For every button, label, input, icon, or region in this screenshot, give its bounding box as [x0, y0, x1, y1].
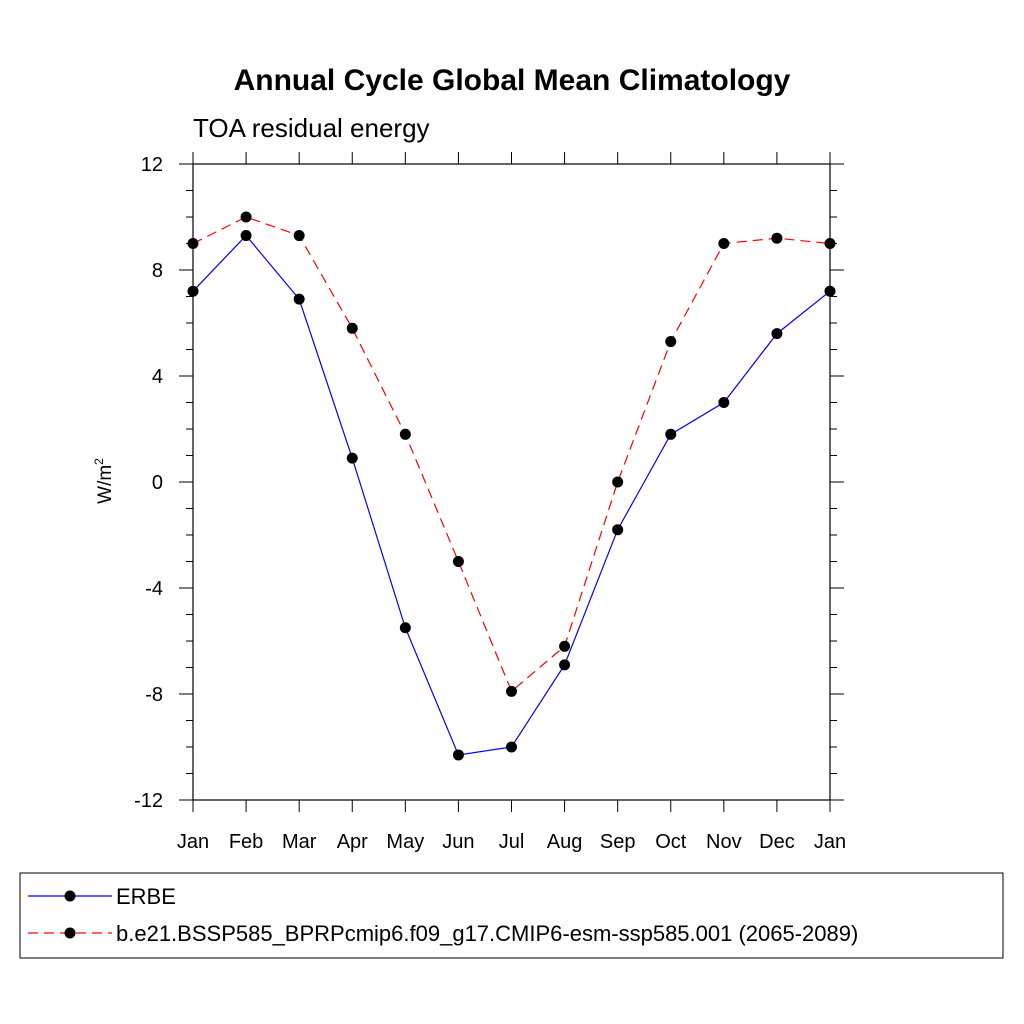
- data-point: [346, 322, 358, 334]
- data-point: [506, 685, 517, 697]
- chart-subtitle: TOA residual energy: [193, 113, 430, 143]
- svg-text:W/m2: W/m2: [92, 458, 116, 504]
- x-tick-label: Oct: [655, 831, 687, 853]
- legend-label: ERBE: [116, 884, 176, 909]
- chart-title: Annual Cycle Global Mean Climatology: [234, 64, 791, 97]
- y-tick-label: 0: [152, 472, 163, 494]
- y-tick-label: -12: [134, 790, 163, 812]
- data-point: [346, 452, 358, 464]
- legend-box: [19, 872, 1004, 959]
- y-axis-label-text: W/m: [95, 465, 116, 504]
- x-tick-label: Dec: [759, 831, 795, 853]
- x-tick-label: May: [386, 831, 424, 853]
- x-tick-label: Sep: [600, 831, 636, 853]
- x-tick-label: Mar: [282, 831, 317, 853]
- legend-marker: [64, 927, 76, 939]
- data-point: [452, 749, 464, 761]
- data-point: [293, 293, 305, 305]
- series-line: [192, 234, 831, 756]
- data-point: [771, 328, 783, 340]
- x-tick-label: Apr: [337, 831, 368, 853]
- data-point: [665, 336, 677, 348]
- legend-marker: [64, 890, 76, 902]
- legend-label: b.e21.BSSP585_BPRPcmip6.f09_g17.CMIP6-es…: [116, 921, 858, 946]
- data-point: [612, 476, 624, 488]
- series-layer: [187, 211, 836, 761]
- data-point: [293, 230, 305, 242]
- series-1: [187, 230, 836, 761]
- data-point: [506, 741, 517, 753]
- y-axis-label: W/m2: [92, 458, 116, 504]
- y-tick-label: -8: [145, 684, 163, 706]
- data-point: [240, 230, 252, 242]
- x-tick-label: Feb: [229, 831, 263, 853]
- data-point: [718, 397, 730, 408]
- plot-frame: [192, 163, 831, 801]
- tick-labels: Jan Feb Mar Apr May Jun Jul Aug Sep Oct Nov Dec Jan 1…: [134, 154, 846, 853]
- data-point: [240, 211, 252, 223]
- y-tick-label: 8: [152, 260, 163, 282]
- data-point: [612, 524, 624, 536]
- data-point: [559, 659, 571, 671]
- data-point: [559, 640, 571, 652]
- y-tick-label: 4: [152, 366, 163, 388]
- legend: ERBE b.e21.BSSP585_BPRPcmip6.f09_g17.CMIP…: [19, 872, 1004, 959]
- x-tick-label: Jul: [499, 831, 525, 853]
- data-point: [399, 428, 411, 440]
- x-tick-label: Aug: [547, 831, 583, 853]
- data-point: [452, 556, 464, 567]
- series-2: [187, 211, 836, 697]
- tick-marks: [179, 152, 844, 812]
- data-point: [665, 428, 677, 440]
- data-point: [399, 622, 411, 634]
- y-tick-label: -4: [145, 578, 163, 600]
- y-axis-label-superscript: 2: [92, 458, 106, 465]
- x-tick-label: Nov: [706, 831, 742, 853]
- x-tick-label: Jun: [442, 831, 474, 853]
- y-tick-label: 12: [141, 154, 163, 176]
- series-line: [192, 216, 831, 693]
- x-tick-label: Jan: [177, 831, 209, 853]
- data-point: [771, 232, 783, 244]
- data-point: [718, 238, 730, 249]
- x-tick-label: Jan: [814, 831, 846, 853]
